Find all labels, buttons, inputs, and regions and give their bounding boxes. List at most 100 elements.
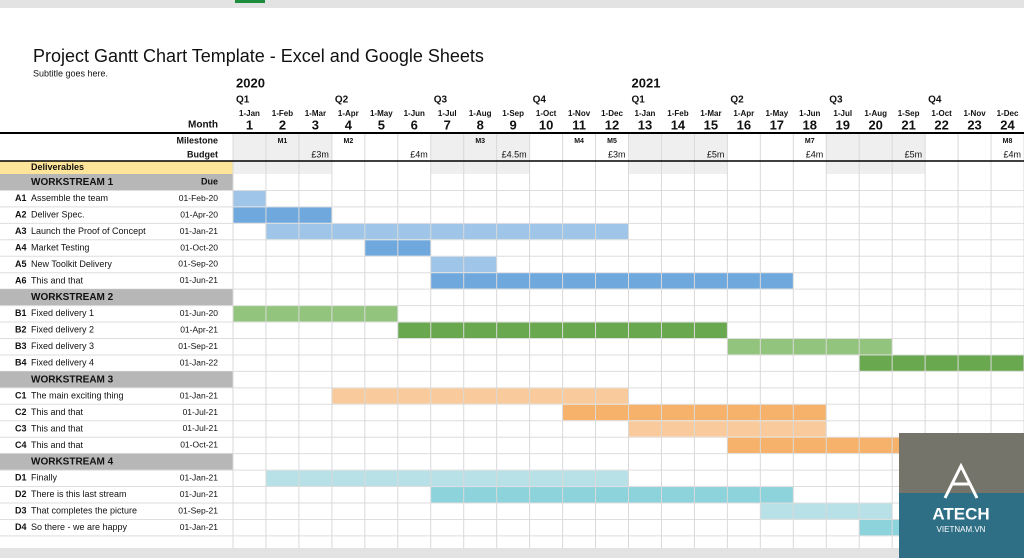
quarter-shade (298, 134, 332, 174)
task-name: Fixed delivery 1 (31, 308, 94, 318)
task-code: C3 (15, 423, 27, 433)
task-code: A6 (15, 275, 27, 285)
task-due: 01-Feb-20 (179, 193, 218, 203)
task-due: 01-Oct-21 (180, 440, 218, 450)
quarter-shade (496, 134, 530, 174)
gantt-bar (859, 355, 1024, 371)
month-number: 6 (411, 117, 418, 132)
task-code: B2 (15, 325, 27, 335)
task-code: A1 (15, 193, 27, 203)
month-date: 1-Nov (568, 109, 591, 118)
budget-label: Budget (187, 149, 218, 159)
month-date: 1-Feb (667, 109, 688, 118)
month-date: 1-Jul (438, 109, 457, 118)
task-code: C2 (15, 407, 27, 417)
quarter-shade (859, 134, 893, 174)
milestone: M2 (343, 138, 353, 145)
month-number: 2 (279, 117, 286, 132)
month-number: 23 (967, 117, 981, 132)
task-due: 01-Apr-20 (180, 209, 218, 219)
deliverables-label: Deliverables (31, 162, 84, 172)
month-date: 1-Oct (536, 109, 557, 118)
month-number: 11 (572, 117, 586, 132)
budget: £4.5m (502, 149, 527, 159)
task-name: There is this last stream (31, 489, 127, 499)
quarter-shade (694, 134, 728, 174)
gantt-bar (430, 273, 794, 289)
task-due: 01-Sep-20 (178, 259, 218, 269)
quarter-label: Q4 (928, 95, 942, 106)
month-number: 4 (345, 117, 353, 132)
budget: £3m (608, 149, 626, 159)
quarter-label: Q3 (434, 95, 448, 106)
milestone: M8 (1003, 138, 1013, 145)
month-number: 17 (770, 117, 784, 132)
task-code: A5 (15, 259, 27, 269)
month-number: 3 (312, 117, 319, 132)
workstream-band (0, 174, 233, 191)
workstream-title: WORKSTREAM 3 (31, 374, 114, 385)
budget: £5m (707, 149, 725, 159)
subtitle: Subtitle goes here. (33, 68, 108, 78)
task-name: Fixed delivery 4 (31, 358, 94, 368)
quarter-label: Q1 (236, 95, 250, 106)
task-due: 01-Apr-21 (180, 325, 218, 335)
task-due: 01-Sep-21 (178, 341, 218, 351)
month-date: 1-Jun (404, 109, 425, 118)
milestone: M5 (607, 138, 617, 145)
month-number: 8 (477, 117, 484, 132)
task-name: Fixed delivery 2 (31, 325, 94, 335)
budget: £5m (905, 149, 923, 159)
month-date: 1-Dec (601, 109, 623, 118)
task-code: B4 (15, 358, 27, 368)
grid (0, 132, 1024, 548)
task-name: New Toolkit Delivery (31, 259, 112, 269)
task-code: D2 (15, 489, 27, 499)
month-date: 1-May (765, 109, 788, 118)
task-code: D3 (15, 506, 27, 516)
quarter-label: Q4 (533, 95, 547, 106)
budget: £4m (806, 149, 824, 159)
quarter-shade (233, 134, 266, 174)
task-due: 01-Jun-21 (180, 489, 219, 499)
task-name: Assemble the team (31, 193, 108, 203)
task-due: 01-Jul-21 (183, 407, 219, 417)
month-number: 18 (803, 117, 817, 132)
task-due: 01-Jan-21 (180, 473, 219, 483)
gantt-bar (233, 207, 332, 223)
watermark: ATECH VIETNAM.VN (899, 433, 1024, 558)
task-due: 01-Jun-21 (180, 275, 219, 285)
task-due: 01-Jan-21 (180, 226, 219, 236)
task-due: 01-Jul-21 (183, 423, 219, 433)
month-date: 1-Jan (635, 109, 656, 118)
quarter-shade (463, 134, 497, 174)
watermark-box (899, 433, 1024, 558)
task-code: B1 (15, 308, 27, 318)
quarter-label: Q3 (829, 95, 843, 106)
month-date: 1-Sep (898, 109, 920, 118)
task-code: D1 (15, 473, 27, 483)
month-date: 1-Mar (305, 109, 326, 118)
month-date: 1-Oct (931, 109, 952, 118)
milestone: M7 (805, 138, 815, 145)
month-date: 1-Dec (997, 109, 1019, 118)
workstream-title: WORKSTREAM 4 (31, 457, 114, 468)
watermark-brand: ATECH (932, 504, 989, 523)
watermark-site: VIETNAM.VN (937, 525, 986, 534)
month-date: 1-Apr (338, 109, 359, 118)
task-due: 01-Jan-21 (180, 522, 219, 532)
workstream-band (0, 371, 233, 388)
gantt-bar (265, 223, 629, 240)
gantt-bar (233, 306, 398, 322)
task-code: C4 (15, 440, 27, 450)
month-number: 9 (510, 117, 517, 132)
milestone: M4 (574, 138, 584, 145)
month-number: 24 (1000, 117, 1015, 132)
task-name: Deliver Spec. (31, 210, 85, 220)
task-code: D4 (15, 522, 27, 532)
month-number: 1 (246, 117, 253, 132)
workstream-title: WORKSTREAM 1 (31, 177, 114, 188)
tab-mark (235, 0, 265, 3)
